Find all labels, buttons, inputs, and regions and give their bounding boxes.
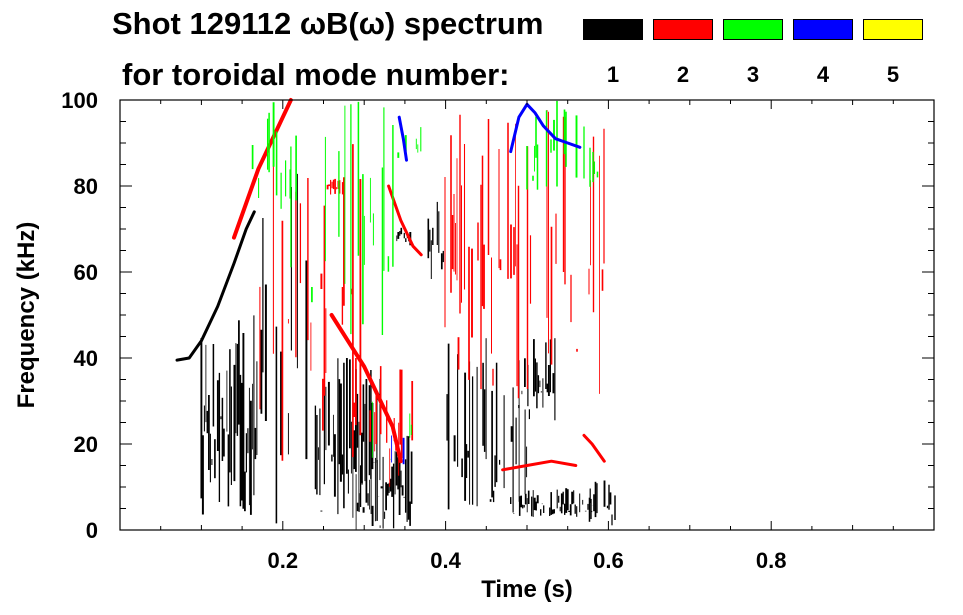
legend-label-2: 2 bbox=[676, 62, 690, 87]
legend-label-5: 5 bbox=[886, 62, 900, 87]
x-tick-label: 0.6 bbox=[593, 548, 624, 573]
chart-marks bbox=[175, 98, 616, 530]
series-2-trace bbox=[501, 459, 578, 472]
legend-label-3: 3 bbox=[746, 62, 760, 87]
chart-subtitle: for toroidal mode number: bbox=[122, 57, 510, 92]
series-2 bbox=[232, 98, 606, 487]
series-4 bbox=[391, 102, 582, 465]
legend-swatch-2 bbox=[653, 19, 713, 40]
chart-title: Shot 129112 ωB(ω) spectrum bbox=[112, 6, 544, 41]
axis-ticks bbox=[120, 99, 935, 531]
y-tick-label: 60 bbox=[74, 260, 98, 285]
axis-tick-labels: 0.2 0.4 0.6 0.8 0 20 40 60 80 100 bbox=[61, 88, 786, 573]
legend-swatch-1 bbox=[583, 19, 643, 40]
x-axis-title: Time (s) bbox=[481, 576, 573, 603]
legend-swatch-5 bbox=[863, 19, 923, 40]
series-2-trace bbox=[582, 433, 606, 463]
legend-swatch-4 bbox=[793, 19, 853, 40]
series-2-trace bbox=[387, 184, 423, 257]
x-tick-label: 0.8 bbox=[756, 548, 787, 573]
series-1 bbox=[175, 173, 616, 530]
y-tick-label: 20 bbox=[74, 432, 98, 457]
y-tick-label: 100 bbox=[61, 88, 98, 113]
y-tick-label: 40 bbox=[74, 346, 98, 371]
series-4-trace bbox=[509, 102, 582, 154]
y-axis-title: Frequency (kHz) bbox=[13, 222, 40, 409]
y-tick-label: 0 bbox=[86, 518, 98, 543]
legend-label-4: 4 bbox=[816, 62, 830, 87]
x-tick-label: 0.4 bbox=[430, 548, 461, 573]
legend-label-1: 1 bbox=[606, 62, 620, 87]
series-4-trace bbox=[397, 115, 408, 162]
x-tick-label: 0.2 bbox=[268, 548, 299, 573]
y-tick-label: 80 bbox=[74, 174, 98, 199]
series-1-trace bbox=[175, 210, 256, 362]
series-2-trace bbox=[232, 98, 293, 240]
series-3 bbox=[251, 100, 599, 460]
legend-swatch-3 bbox=[723, 19, 783, 40]
